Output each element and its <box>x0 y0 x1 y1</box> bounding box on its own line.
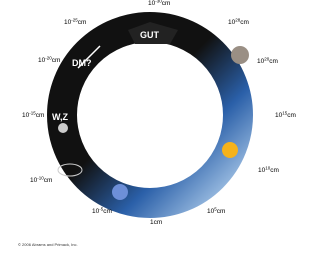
scale-label: 1cm <box>150 219 162 226</box>
scale-label: 10-30cm <box>148 0 170 7</box>
sun <box>222 142 238 158</box>
scale-label: 105cm <box>207 207 225 216</box>
particle <box>58 123 68 133</box>
scale-label: 1020cm <box>257 57 278 66</box>
copyright: © 2006 Abrams and Primack, Inc. <box>18 242 78 247</box>
scale-label: 10-25cm <box>64 18 86 27</box>
unit: cm <box>52 57 61 64</box>
unit: cm <box>162 0 171 7</box>
uroboros-diagram: 10-30cm 1028cm 1020cm 1015cm 1010cm 105cm 1cm 1… <box>0 0 296 255</box>
inner-label: DM? <box>72 58 92 68</box>
unit: cm <box>154 219 163 226</box>
unit: cm <box>44 177 53 184</box>
unit: cm <box>103 208 112 215</box>
inner-label: W,Z <box>52 112 68 122</box>
ring <box>62 27 238 203</box>
unit: cm <box>270 167 279 174</box>
cell <box>112 184 128 200</box>
unit: cm <box>240 19 249 26</box>
unit: cm <box>217 208 226 215</box>
scale-label: 1015cm <box>275 111 296 120</box>
scale-label: 10-5cm <box>92 207 112 216</box>
unit: cm <box>78 19 87 26</box>
unit: cm <box>269 58 278 65</box>
scale-label: 10-10cm <box>30 176 52 185</box>
scale-label: 1010cm <box>258 166 279 175</box>
scale-label: 10-15cm <box>22 111 44 120</box>
unit: cm <box>287 112 296 119</box>
galaxy <box>231 46 249 64</box>
scale-label: 10-20cm <box>38 56 60 65</box>
inner-label: GUT <box>140 30 160 40</box>
scale-label: 1028cm <box>228 18 249 27</box>
unit: cm <box>36 112 45 119</box>
